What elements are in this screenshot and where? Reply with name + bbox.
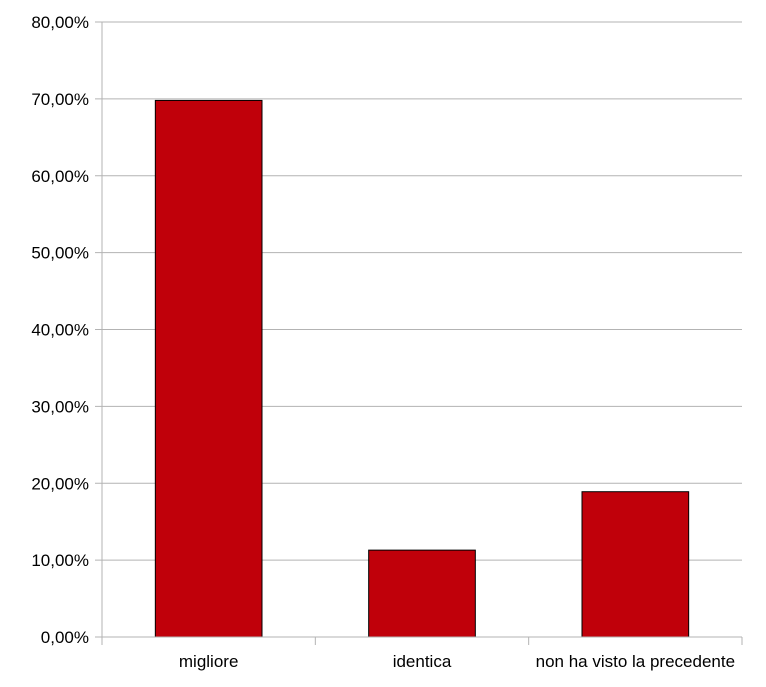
bar-migliore bbox=[154, 99, 263, 638]
y-tick-label: 60,00% bbox=[31, 167, 89, 186]
y-tick-labels: 0,00% 10,00% 20,00% 30,00% 40,00% 50,00% 60,00… bbox=[31, 13, 89, 647]
y-tick-label: 10,00% bbox=[31, 551, 89, 570]
y-tick-label: 50,00% bbox=[31, 244, 89, 263]
y-tick-label: 80,00% bbox=[31, 13, 89, 32]
x-tick-labels: migliore identica non ha visto la preceden… bbox=[179, 652, 735, 671]
bars bbox=[154, 99, 690, 638]
y-tick-label: 70,00% bbox=[31, 90, 89, 109]
bar-identica bbox=[368, 549, 476, 638]
x-tick-label: non ha visto la precedente bbox=[536, 652, 735, 671]
bar-non-ha-visto-la-precedente bbox=[581, 491, 690, 638]
x-tick-label: identica bbox=[393, 652, 452, 671]
y-tick-label: 40,00% bbox=[31, 321, 89, 340]
y-tick-label: 0,00% bbox=[41, 628, 89, 647]
x-tick-label: migliore bbox=[179, 652, 239, 671]
y-tick-label: 20,00% bbox=[31, 474, 89, 493]
axes bbox=[95, 21, 743, 645]
y-tick-label: 30,00% bbox=[31, 397, 89, 416]
